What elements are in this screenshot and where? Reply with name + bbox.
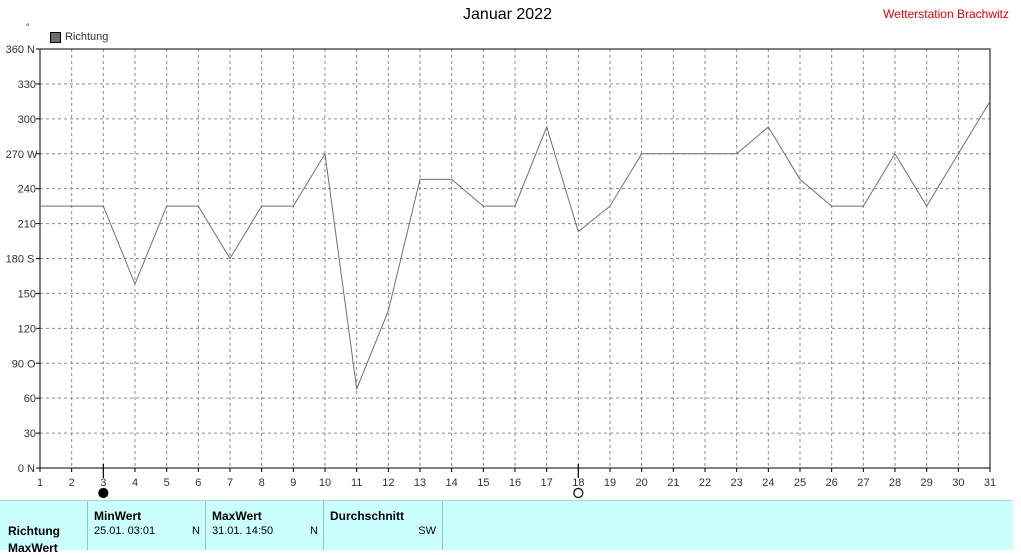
x-tick-label: 16 <box>509 477 521 489</box>
stats-row-label: Richtung <box>8 524 60 538</box>
stats-avg-cell: Durchschnitt SW <box>323 501 443 550</box>
y-tick-label: 300 <box>18 114 36 126</box>
y-tick-label: 90 <box>12 358 24 370</box>
station-name: Wetterstation Brachwitz <box>883 7 1009 21</box>
x-tick-label: 18 <box>572 477 584 489</box>
legend-swatch <box>50 31 61 43</box>
stats-max-dir: N <box>310 525 318 537</box>
stats-max-value: 31.01. 14:50 <box>212 525 274 537</box>
stats-min-head: MinWert <box>94 509 142 523</box>
x-tick-label: 19 <box>604 477 616 489</box>
y-unit-mark: ° <box>26 22 30 32</box>
y-tick-label: 270 <box>6 149 24 161</box>
x-tick-label: 3 <box>100 477 106 489</box>
x-tick-label: 26 <box>826 477 838 489</box>
stats-avg-dir: SW <box>418 525 436 537</box>
y-tick-direction: N <box>27 463 35 475</box>
x-tick-label: 30 <box>952 477 964 489</box>
x-tick-label: 27 <box>857 477 869 489</box>
stats-min-cell: MinWert 25.01. 03:01 N <box>87 501 206 550</box>
x-tick-label: 25 <box>794 477 806 489</box>
stats-max-head: MaxWert <box>212 509 262 523</box>
stats-row-label-2: MaxWert <box>8 541 58 555</box>
extreme-markers <box>98 464 584 499</box>
x-tick-label: 11 <box>351 477 362 489</box>
plot-frame <box>39 48 991 469</box>
chart-title: Januar 2022 <box>463 6 552 23</box>
x-tick-label: 9 <box>290 477 296 489</box>
y-tick-direction: O <box>27 358 36 370</box>
x-tick-label: 2 <box>69 477 75 489</box>
y-tick-label: 60 <box>24 393 36 405</box>
y-tick-direction: S <box>27 254 34 266</box>
x-axis-ticks: 1 2 3 4 5 6 7 8 9 10 11 12 13 14 15 16 17 18 19 20 21 22 23 24 2… <box>37 468 996 489</box>
stats-panel: Richtung MaxWert MinWert 25.01. 03:01 N … <box>0 500 1013 555</box>
stats-max-cell: MaxWert 31.01. 14:50 N <box>205 501 324 550</box>
y-tick-direction: W <box>27 149 38 161</box>
x-tick-label: 17 <box>541 477 553 489</box>
y-tick-label: 120 <box>18 323 36 335</box>
x-tick-label: 29 <box>921 477 933 489</box>
x-tick-label: 6 <box>195 477 201 489</box>
stats-min-dir: N <box>192 525 200 537</box>
legend-label: Richtung <box>65 31 109 43</box>
x-tick-label: 10 <box>319 477 331 489</box>
x-tick-label: 23 <box>731 477 743 489</box>
chart-grid <box>40 49 990 468</box>
y-tick-label: 0 <box>18 463 24 475</box>
y-tick-label: 210 <box>18 219 36 231</box>
max-marker <box>573 487 584 499</box>
x-tick-label: 7 <box>227 477 233 489</box>
x-tick-label: 22 <box>699 477 711 489</box>
y-tick-label: 360 <box>6 44 24 56</box>
x-tick-label: 4 <box>132 477 138 489</box>
x-tick-label: 8 <box>259 477 265 489</box>
x-tick-label: 20 <box>636 477 648 489</box>
x-tick-label: 24 <box>762 477 774 489</box>
series-richtung <box>40 101 991 391</box>
x-tick-label: 21 <box>667 477 679 489</box>
x-tick-label: 31 <box>984 477 996 489</box>
x-tick-label: 13 <box>414 477 426 489</box>
x-tick-label: 1 <box>37 477 43 489</box>
y-tick-label: 330 <box>18 79 36 91</box>
min-marker <box>98 487 109 499</box>
y-tick-label: 150 <box>18 288 36 300</box>
y-tick-label: 240 <box>18 184 36 196</box>
stats-min-value: 25.01. 03:01 <box>94 525 156 537</box>
stats-avg-head: Durchschnitt <box>330 509 405 523</box>
x-tick-label: 12 <box>382 477 394 489</box>
x-tick-label: 28 <box>889 477 901 489</box>
y-tick-label: 180 <box>6 254 24 266</box>
y-tick-direction: N <box>27 44 35 56</box>
y-tick-label: 30 <box>24 428 36 440</box>
legend: Richtung <box>50 31 108 43</box>
x-tick-label: 14 <box>446 477 458 489</box>
x-tick-label: 5 <box>164 477 170 489</box>
series-line <box>40 101 991 391</box>
x-tick-label: 15 <box>477 477 489 489</box>
